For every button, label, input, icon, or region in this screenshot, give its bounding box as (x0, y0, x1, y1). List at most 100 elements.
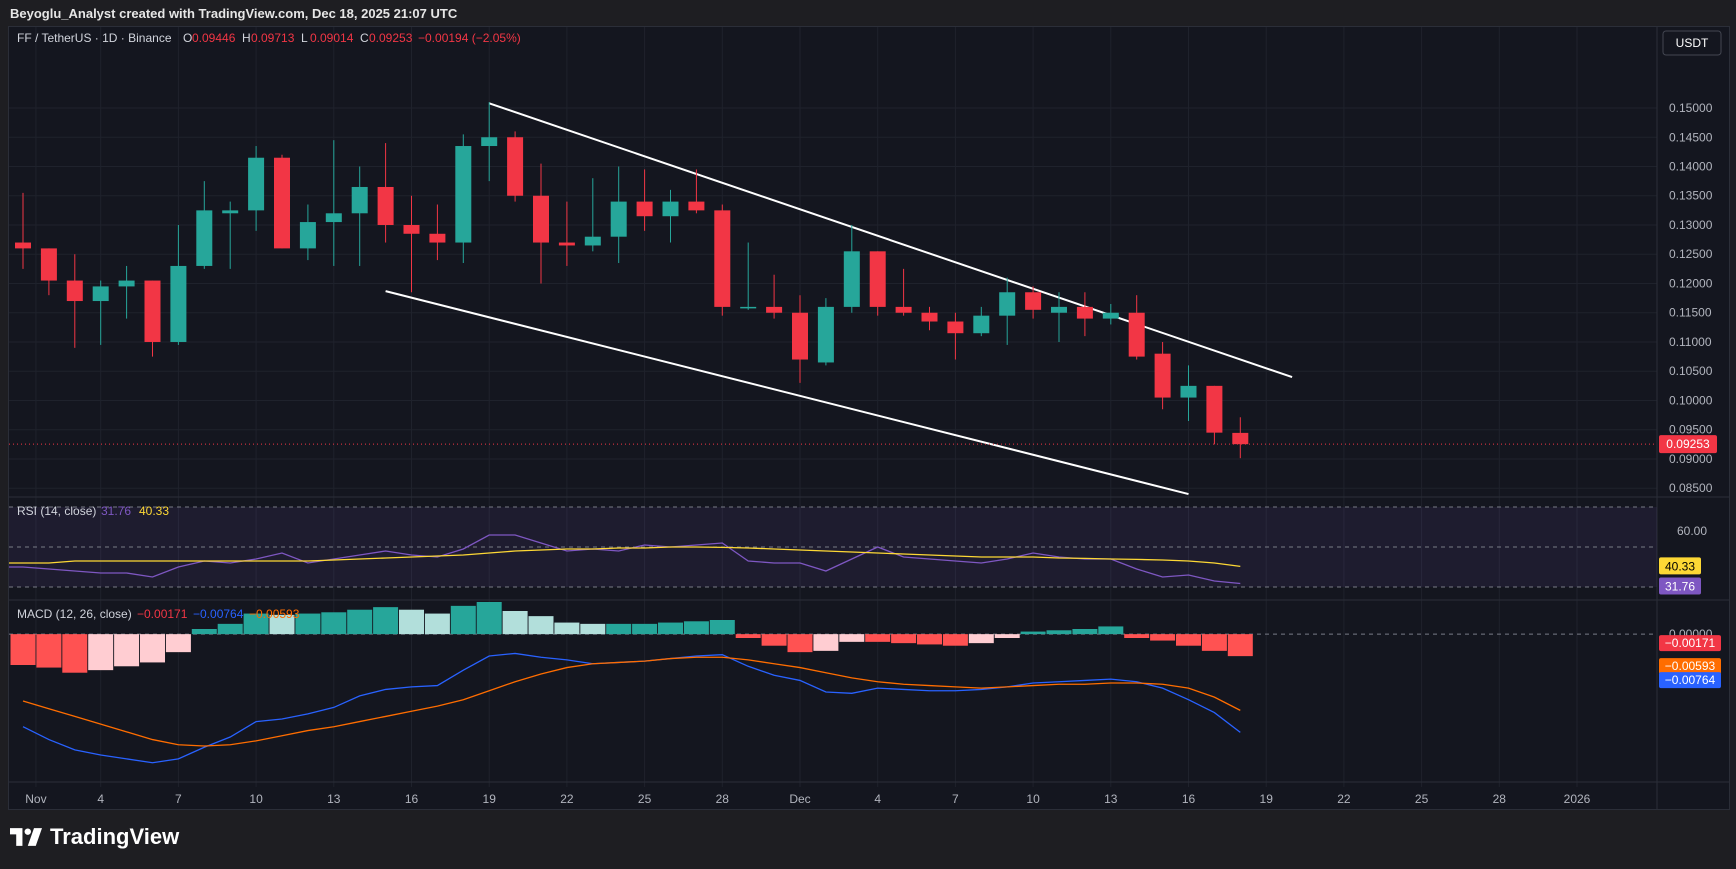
candle-body (299, 222, 316, 249)
candle-body (843, 251, 860, 307)
channel-lower-line (385, 290, 1189, 496)
ohlc-value-H: 0.09713 (251, 31, 295, 45)
candle-body (662, 201, 679, 217)
candle (325, 140, 342, 266)
macd-hist-bar (787, 634, 813, 653)
candle (662, 189, 679, 243)
macd-hist-bar (1227, 634, 1253, 657)
price-tick-label: 0.09000 (1669, 452, 1713, 466)
candle (1102, 303, 1119, 325)
candle (377, 143, 394, 243)
signal-line (22, 656, 1241, 747)
macd-hist-bar (761, 634, 787, 646)
macd-label: MACD (12, 26, close) (17, 607, 132, 621)
candle (351, 166, 368, 266)
candle (40, 248, 57, 296)
currency-button (1662, 30, 1722, 56)
candle-body (1206, 385, 1223, 433)
macd-hist-bar (658, 622, 683, 635)
price-tick-label: 0.10500 (1669, 364, 1713, 378)
candle-body (15, 242, 31, 249)
macd-badge (1659, 672, 1721, 689)
price-tick-label: 0.11500 (1669, 306, 1712, 320)
candle (584, 178, 601, 252)
candle-body (921, 312, 938, 322)
candle (118, 265, 135, 319)
time-axis-label: 25 (638, 792, 652, 806)
candle (299, 204, 316, 261)
rsi-badge (1659, 577, 1701, 595)
macd-pane: MACD (12, 26, close) −0.00171 −0.00764 −0.0… (9, 602, 1721, 764)
candle-body (507, 137, 524, 196)
macd-hist-bar (476, 602, 502, 635)
candle (792, 295, 808, 383)
ohlc-value-C: 0.09253 (369, 31, 413, 45)
price-tick-label: 0.11000 (1669, 335, 1712, 349)
grid-lines (9, 27, 1657, 787)
macd-hist-bar (424, 613, 450, 635)
time-axis-label: 10 (1026, 792, 1040, 806)
time-axis-label: 22 (560, 792, 574, 806)
ohlc-key-H: H (242, 31, 251, 45)
tradingview-brand[interactable]: TradingView (10, 824, 179, 850)
candle (610, 166, 627, 264)
time-axis-label: 2026 (1564, 792, 1591, 806)
candle (92, 280, 109, 345)
macd-badge-label: −0.00171 (1665, 636, 1716, 650)
price-tick-label: 0.14500 (1669, 130, 1713, 144)
time-axis-label: 22 (1337, 792, 1351, 806)
candle (766, 274, 783, 319)
rsi-ma-badge (1659, 557, 1701, 575)
price-tick-label: 0.13500 (1669, 189, 1713, 203)
candle-body (66, 280, 83, 302)
candle-body (377, 186, 394, 225)
time-axis-label: 16 (1182, 792, 1196, 806)
candle (455, 134, 472, 264)
candle (507, 131, 524, 202)
time-axis-label: 7 (952, 792, 959, 806)
candle-body (766, 306, 783, 313)
candle (274, 154, 290, 249)
macd-hist-bar (968, 634, 994, 644)
candle-body (222, 210, 239, 214)
candle-body (248, 157, 265, 211)
candle (817, 298, 834, 366)
candle-body (196, 210, 213, 266)
time-axis-label: 13 (327, 792, 341, 806)
candle-body (1180, 385, 1197, 398)
candle (222, 201, 239, 269)
macd-hist-bar (140, 634, 165, 663)
candle-body (999, 292, 1016, 316)
candle-body (533, 195, 549, 243)
currency-button-label: USDT (1676, 36, 1709, 50)
macd-hist-bar (399, 609, 424, 635)
macd-hist-bar (191, 629, 217, 635)
candle (558, 201, 575, 266)
rsi-ma-value: 40.33 (139, 504, 169, 518)
price-tick-label: 0.12000 (1669, 276, 1713, 290)
macd-hist-bar (269, 614, 295, 635)
candle-body (429, 233, 446, 243)
candle-body (1076, 306, 1093, 319)
candle (1154, 341, 1171, 410)
macd-hist-bar (580, 623, 606, 635)
candle-body (40, 248, 57, 281)
candle (843, 224, 860, 313)
candle-body (610, 201, 627, 237)
candle (429, 204, 446, 261)
macd-hist-bar (1201, 634, 1227, 651)
macd-hist-bar (295, 613, 321, 635)
candle (403, 195, 420, 293)
macd-hist-bar (865, 634, 891, 642)
macd-hist-bar (88, 634, 114, 671)
last-price-badge-label: 0.09253 (1666, 437, 1710, 451)
chart-svg[interactable]: FF / TetherUS · 1D · Binance O 0.09446 H 0.0… (9, 27, 1729, 809)
chart-frame[interactable]: FF / TetherUS · 1D · Binance O 0.09446 H 0.0… (8, 26, 1730, 810)
candle-body (92, 286, 109, 302)
chart-caption: Beyoglu_Analyst created with TradingView… (10, 6, 458, 21)
candle-body (584, 236, 601, 246)
channel-upper-line (488, 102, 1293, 379)
candle (1051, 292, 1067, 342)
time-axis-label: Dec (789, 792, 810, 806)
price-tick-label: 0.14000 (1669, 159, 1713, 173)
